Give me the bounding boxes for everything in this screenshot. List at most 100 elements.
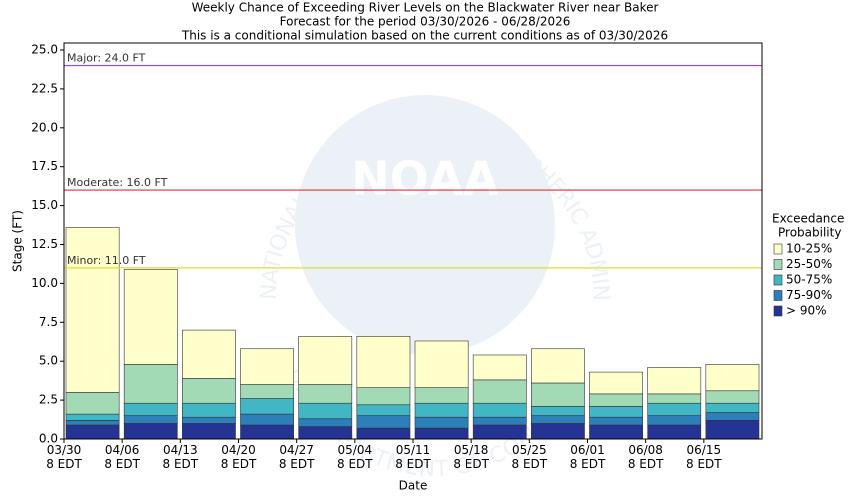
bar-segment [647,367,702,395]
bar-segment [182,423,236,440]
x-tick-label: 05/11 8 EDT [395,443,431,471]
bar-segment [589,424,643,440]
y-tick-label: 2.5 [39,393,58,407]
bar-segment [123,402,178,416]
legend-swatch [773,305,783,317]
bar-segment [531,406,585,416]
bar-segment [472,354,527,381]
bar-segment [705,390,760,404]
bar-segment [647,402,702,416]
bar-segment [705,364,760,392]
bar-segment [705,420,760,440]
bar-segment [356,404,411,416]
watermark-logo: NOAA [351,152,499,206]
legend-swatch [773,290,783,301]
bar-segment [414,402,469,418]
bar-segment [531,423,585,440]
x-tick-label: 05/04 8 EDT [337,443,373,471]
y-tick-label: 17.5 [31,159,58,173]
bar-segment [240,424,294,440]
bar-segment [472,416,527,426]
bar-segment [705,402,760,413]
threshold-label: Major: 24.0 FT [67,52,146,65]
bar-segment [589,406,643,418]
bar-segment [472,424,527,440]
bar-segment [414,416,469,429]
bar-segment [240,384,294,399]
legend-swatch [773,274,783,286]
bar-segment [472,379,527,404]
legend-title: Exceedance [772,212,844,226]
bar-segment [182,378,236,404]
bar-segment [589,416,643,426]
bar-segment [182,416,236,424]
bar-segment [414,340,469,388]
bar-segment [298,402,353,420]
bar-segment [647,393,702,404]
bar-segment [123,364,178,404]
bar-segment [647,424,702,440]
x-tick-label: 05/25 8 EDT [511,443,548,471]
bar-segment [531,415,585,424]
bar-segment [240,398,294,415]
chart-title: Weekly Chance of Exceeding River Levels … [192,1,659,15]
bar-segment [356,427,411,440]
bar-segment [123,423,178,440]
bar-segment [531,348,585,384]
bar-segment [182,329,236,379]
bar-segment [65,420,120,426]
bar-segment [298,336,353,385]
x-tick-label: 04/20 8 EDT [220,443,257,471]
legend-label: > 90% [786,304,827,318]
legend-title: Probability [778,226,841,240]
bar-segment [123,415,178,424]
x-axis-label: Date [399,479,428,493]
bar-segment [356,387,411,406]
x-tick-label: 06/08 8 EDT [627,443,664,471]
x-tick-label: 06/15 8 EDT [686,443,722,471]
x-tick-label: 03/30 8 EDT [46,443,82,471]
y-tick-label: 12.5 [31,237,58,251]
threshold-label: Minor: 11.0 FT [67,254,146,267]
bar-segment [647,415,702,426]
bar-segment [414,427,469,440]
bar-segment [298,426,353,440]
y-tick-label: 7.5 [39,315,58,329]
legend-label: 10-25% [786,242,832,256]
bar-segment [356,415,411,429]
plot-frame [63,42,763,440]
bar-segment [589,393,643,407]
y-tick-label: 20.0 [31,120,58,134]
x-tick-label: 04/13 8 EDT [162,443,199,471]
legend-swatch [773,259,783,270]
bar-segment [531,382,585,407]
y-tick-label: 22.5 [31,81,58,95]
x-tick-label: 05/18 8 EDT [453,443,489,471]
y-tick-label: 0.0 [39,432,58,446]
bar-segment [414,387,469,404]
bar-segment [298,418,353,427]
bar-segment [240,413,294,426]
y-axis-label: Stage (FT) [11,210,25,272]
bar-segment [65,424,120,440]
bar-segment [65,392,120,415]
legend-label: 75-90% [786,288,832,302]
y-tick-label: 15.0 [31,198,58,212]
x-tick-label: 04/27 8 EDT [278,443,315,471]
chart-subtitle: Forecast for the period 03/30/2026 - 06/… [280,15,571,29]
bar-segment [589,371,643,395]
bar-segment [472,402,527,418]
bar-segment [705,412,760,421]
bar-segment [182,402,236,418]
legend-swatch [773,243,783,255]
watermark-disc [295,95,555,355]
bar-segment [298,384,353,404]
bar-segment [65,227,120,393]
bar-segment [123,269,178,365]
x-tick-label: 06/01 8 EDT [569,443,606,471]
threshold-label: Moderate: 16.0 FT [67,176,168,189]
legend-label: 50-75% [786,273,832,287]
legend-label: 25-50% [786,257,832,271]
y-tick-label: 10.0 [31,276,58,290]
